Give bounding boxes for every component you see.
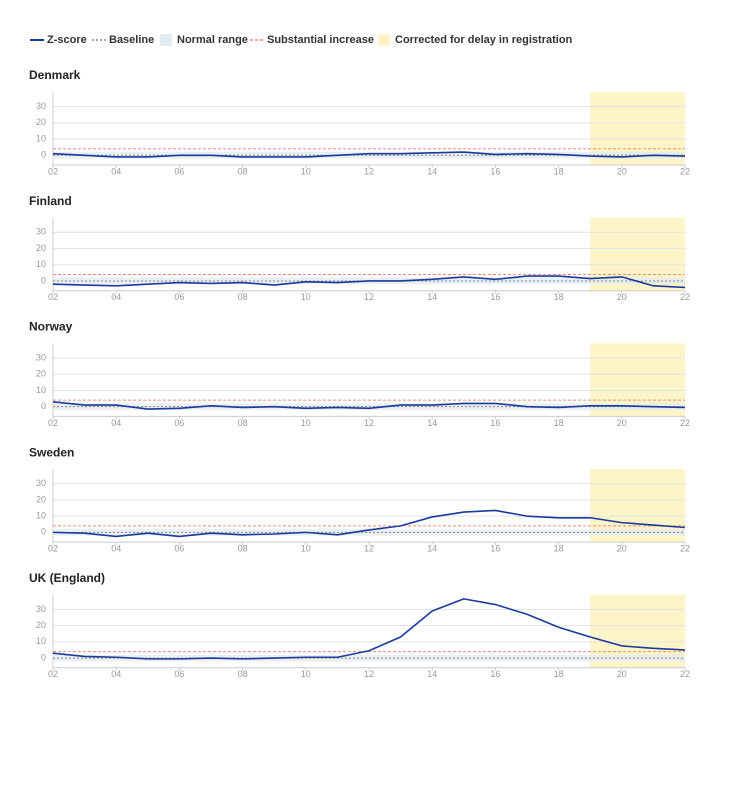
x-tick-label: 14 (427, 418, 437, 428)
x-tick-label: 20 (617, 418, 627, 428)
x-tick-label: 18 (554, 543, 564, 553)
y-tick-label: 0 (41, 527, 46, 537)
legend-label: Baseline (109, 34, 154, 46)
panel: Sweden 0 10 20 30 02 04 06 08 10 12 14 16 18 20 22 (29, 445, 690, 553)
y-tick-label: 10 (36, 511, 46, 521)
x-tick-label: 10 (301, 418, 311, 428)
x-tick-label: 12 (364, 166, 374, 176)
x-tick-label: 20 (617, 292, 627, 302)
x-tick-label: 08 (238, 418, 248, 428)
z-score-line (52, 401, 686, 410)
y-tick-label: 0 (41, 150, 46, 160)
panel: Finland 0 10 20 30 02 04 06 08 10 12 14 16 18 20 22 (29, 194, 690, 302)
legend-label: Corrected for delay in registration (395, 34, 573, 46)
y-tick-label: 10 (36, 133, 46, 143)
x-tick-label: 04 (111, 543, 121, 553)
x-tick-label: 02 (48, 669, 58, 679)
x-tick-label: 16 (490, 543, 500, 553)
panel: Denmark 0 10 20 30 02 04 06 08 10 12 14 16 18 20 22 (29, 68, 690, 176)
x-tick-label: 06 (174, 418, 184, 428)
x-tick-label: 22 (680, 418, 690, 428)
y-tick-label: 30 (36, 101, 46, 111)
x-tick-label: 02 (48, 166, 58, 176)
x-tick-label: 22 (680, 669, 690, 679)
x-tick-label: 12 (364, 292, 374, 302)
legend-swatch (378, 34, 390, 46)
legend-label: Z-score (47, 34, 87, 46)
panel-title: Denmark (29, 68, 81, 82)
z-score-line (52, 151, 686, 158)
panel: UK (England) 0 10 20 30 02 04 06 08 10 12 14 16 18 20 2… (29, 571, 690, 679)
x-tick-label: 18 (554, 669, 564, 679)
x-tick-label: 02 (48, 292, 58, 302)
x-tick-label: 02 (48, 418, 58, 428)
x-tick-label: 18 (554, 418, 564, 428)
x-tick-label: 08 (238, 669, 248, 679)
y-tick-label: 20 (36, 243, 46, 253)
z-score-line (52, 275, 686, 289)
x-tick-label: 04 (111, 292, 121, 302)
x-tick-label: 14 (427, 543, 437, 553)
x-tick-label: 16 (490, 418, 500, 428)
x-tick-label: 16 (490, 166, 500, 176)
panel: Norway 0 10 20 30 02 04 06 08 10 12 14 16 18 20 22 (29, 320, 690, 428)
x-tick-label: 10 (301, 543, 311, 553)
x-tick-label: 10 (301, 166, 311, 176)
x-tick-label: 18 (554, 166, 564, 176)
x-tick-label: 20 (617, 669, 627, 679)
x-tick-label: 04 (111, 669, 121, 679)
y-tick-label: 30 (36, 227, 46, 237)
y-tick-label: 20 (36, 117, 46, 127)
y-tick-label: 20 (36, 369, 46, 379)
x-tick-label: 08 (238, 166, 248, 176)
y-tick-label: 30 (36, 604, 46, 614)
y-tick-label: 20 (36, 494, 46, 504)
x-tick-label: 16 (490, 292, 500, 302)
panel-title: Finland (29, 194, 72, 208)
x-tick-label: 10 (301, 669, 311, 679)
x-tick-label: 06 (174, 292, 184, 302)
y-tick-label: 0 (41, 652, 46, 662)
legend-label: Substantial increase (267, 34, 374, 46)
z-score-line (52, 598, 686, 660)
y-tick-label: 10 (36, 385, 46, 395)
y-tick-label: 10 (36, 636, 46, 646)
x-tick-label: 04 (111, 166, 121, 176)
x-tick-label: 08 (238, 292, 248, 302)
panel-title: Norway (29, 320, 73, 334)
legend-label: Normal range (177, 34, 248, 46)
y-tick-label: 0 (41, 275, 46, 285)
panel-title: UK (England) (29, 571, 105, 585)
z-score-line (52, 509, 686, 538)
x-tick-label: 10 (301, 292, 311, 302)
y-tick-label: 30 (36, 352, 46, 362)
y-tick-label: 0 (41, 401, 46, 411)
x-tick-label: 04 (111, 418, 121, 428)
x-tick-label: 14 (427, 669, 437, 679)
x-tick-label: 18 (554, 292, 564, 302)
panel-title: Sweden (29, 445, 74, 459)
x-tick-label: 02 (48, 543, 58, 553)
x-tick-label: 06 (174, 669, 184, 679)
x-tick-label: 22 (680, 543, 690, 553)
x-tick-label: 12 (364, 543, 374, 553)
x-tick-label: 14 (427, 166, 437, 176)
x-tick-label: 06 (174, 543, 184, 553)
x-tick-label: 12 (364, 418, 374, 428)
legend-swatch (160, 34, 172, 46)
y-tick-label: 20 (36, 620, 46, 630)
x-tick-label: 20 (617, 543, 627, 553)
x-tick-label: 12 (364, 669, 374, 679)
x-tick-label: 22 (680, 292, 690, 302)
x-tick-label: 08 (238, 543, 248, 553)
x-tick-label: 16 (490, 669, 500, 679)
x-tick-label: 06 (174, 166, 184, 176)
x-tick-label: 14 (427, 292, 437, 302)
y-tick-label: 30 (36, 478, 46, 488)
x-tick-label: 20 (617, 166, 627, 176)
x-tick-label: 22 (680, 166, 690, 176)
y-tick-label: 10 (36, 259, 46, 269)
